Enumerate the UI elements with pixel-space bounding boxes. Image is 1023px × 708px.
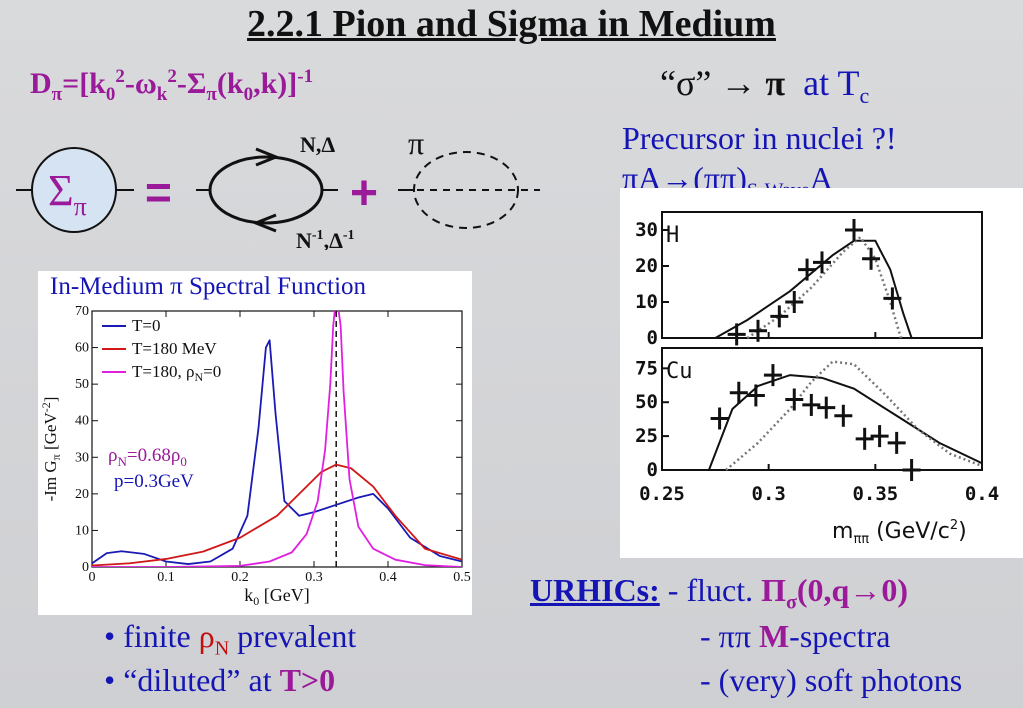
loop-label-top: N,Δ: [300, 132, 335, 157]
x-tick-label: 0.3: [752, 483, 786, 505]
model-curve-solid: [708, 374, 983, 471]
data-point: [727, 323, 746, 346]
propagator-formula: Dπ=[k02-ωk2-Σπ(k0,k)]-1: [30, 66, 314, 105]
pion-loop: [413, 151, 519, 229]
y-tick-label: 50: [635, 391, 658, 413]
pion-label: π: [408, 132, 424, 161]
model-curve-dotted: [725, 360, 983, 471]
data-point: [710, 407, 729, 430]
series-t180-line: [92, 463, 462, 567]
x-tick-label: 0.3: [305, 570, 323, 585]
y-tick-label: 70: [75, 304, 89, 319]
data-point: [770, 305, 789, 328]
urhics-line-2: - ππ M-spectra: [700, 618, 891, 654]
spectral-panel: In-Medium π Spectral Function 0 0.1 0.2 0.3…: [38, 271, 472, 615]
data-point: [729, 381, 748, 404]
data-point: [785, 291, 804, 313]
x-tick-label: 0.4: [965, 483, 999, 505]
legend-label: T=0: [132, 316, 160, 335]
data-point: [834, 404, 853, 427]
series-t180-rho0-line: [92, 311, 462, 567]
data-point: [870, 425, 889, 448]
y-tick-label: 0: [647, 327, 658, 349]
y-tick-label: 10: [75, 523, 89, 538]
y-tick-label: 0: [82, 560, 89, 575]
y-tick-label: 50: [75, 377, 89, 392]
y-tick-label: 20: [75, 487, 89, 502]
nuclei-panel-label: Cu: [666, 359, 693, 384]
data-point: [785, 388, 804, 411]
y-tick-label: 30: [75, 450, 89, 465]
sigma-symbol: Σπ: [48, 166, 87, 221]
urhics-line-1: URHICs: - fluct. Πσ(0,q→0): [530, 572, 908, 614]
y-tick-label: 60: [75, 341, 89, 356]
nuclei-panel-frame: [661, 211, 983, 339]
x-tick-label: 0.1: [157, 570, 175, 585]
momentum-annotation: p=0.3GeV: [114, 471, 194, 492]
nucleon-loop: [208, 155, 324, 225]
y-tick-label: 20: [635, 255, 658, 277]
page-title: 2.2.1 Pion and Sigma in Medium: [247, 3, 776, 45]
model-curve-dotted: [746, 235, 903, 340]
nuclei-panel: 30 20 10 0 H 75 50 25 0 Cu 0.25 0.3 0.35 0.4 mππ (GeV/…: [620, 188, 1023, 558]
loop-label-bottom: N-1,Δ-1: [296, 228, 355, 250]
x-tick-label: 0.25: [639, 483, 685, 505]
spectral-chart: 0 0.1 0.2 0.3 0.4 0.5 0 10 20 30 40 50 60 70 T=0 T=180 …: [39, 304, 471, 608]
nuclei-panel-frame: [661, 347, 983, 471]
self-energy-diagram: Σπ = N,Δ N-1,Δ-1 + π: [16, 132, 540, 250]
x-tick-label: 0.4: [379, 570, 397, 585]
legend-label: T=180, ρN=0: [132, 362, 221, 384]
y-tick-label: 10: [635, 291, 658, 313]
x-axis-label: k0 [GeV]: [244, 585, 309, 608]
equals-sign: =: [145, 166, 172, 218]
y-tick-label: 75: [635, 357, 658, 379]
x-tick-label: 0.5: [453, 570, 471, 585]
plot-frame: [91, 310, 463, 568]
data-point: [817, 396, 836, 419]
data-point: [845, 219, 863, 241]
rho-annotation: ρN=0.68ρ0: [108, 445, 187, 469]
arrow-bottom-icon: [251, 213, 277, 233]
data-point: [862, 247, 881, 270]
arrow-top-icon: [255, 147, 281, 167]
plus-sign: +: [350, 167, 378, 220]
legend-label: T=180 MeV: [132, 339, 217, 358]
precursor-text: Precursor in nuclei ?!πA→(ππ)S-WaveA: [622, 120, 897, 201]
data-point: [883, 287, 902, 310]
data-point: [746, 384, 765, 407]
y-tick-label: 40: [75, 414, 89, 429]
spectral-caption: In-Medium π Spectral Function: [50, 273, 367, 300]
bullet-finite-rho: • finite ρN prevalent: [104, 618, 357, 660]
data-point: [798, 258, 817, 281]
data-point: [813, 251, 831, 274]
urhics-line-3: - (very) soft photons: [700, 662, 963, 698]
data-point: [887, 431, 906, 454]
x-tick-label: 0.2: [231, 570, 249, 585]
bullet-diluted: • “diluted” at T>0: [104, 662, 336, 698]
y-axis-label: -Im Gπ [GeV-2]: [39, 397, 63, 502]
nuclei-x-axis-label: mππ (GeV/c2): [832, 518, 967, 547]
y-tick-label: 30: [635, 219, 658, 241]
x-tick-label: 0: [89, 570, 96, 585]
y-tick-label: 0: [647, 459, 658, 481]
sigma-to-pi-statement: “σ” → π at Tc: [660, 63, 870, 109]
data-point: [749, 319, 767, 342]
x-tick-label: 0.35: [852, 483, 898, 505]
y-tick-label: 25: [635, 425, 658, 447]
data-point: [802, 393, 821, 416]
nuclei-panel-label: H: [666, 223, 679, 248]
nuclei-chart: 30 20 10 0 H 75 50 25 0 Cu 0.25 0.3 0.35 0.4 mππ (GeV/…: [635, 211, 999, 547]
model-curve-solid: [714, 239, 913, 339]
data-point: [855, 427, 874, 450]
data-point: [763, 364, 782, 387]
data-point: [902, 459, 921, 481]
